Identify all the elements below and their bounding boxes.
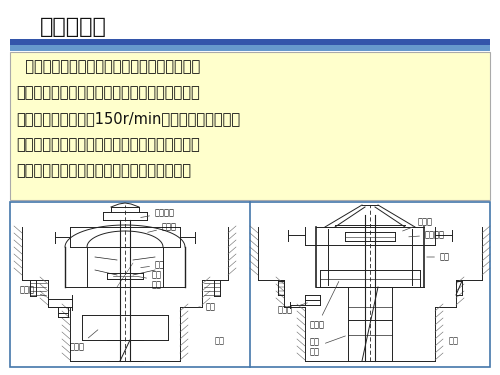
Bar [10, 45, 490, 51]
Bar [10, 39, 490, 45]
Text: 转子: 转子 [141, 261, 165, 270]
Text: 下支架: 下支架 [310, 282, 339, 330]
Text: 制动闸: 制动闸 [278, 303, 308, 315]
Text: 式，它适用于转速在150r/min以下。其优点是机组: 式，它适用于转速在150r/min以下。其优点是机组 [16, 111, 240, 126]
Bar [10, 52, 490, 200]
Text: 力轴承损耗大、安装、检修、维护都不方便。: 力轴承损耗大、安装、检修、维护都不方便。 [16, 163, 191, 178]
Text: 定子: 定子 [427, 252, 450, 261]
Text: 上机架: 上机架 [402, 217, 433, 231]
Text: 机坑: 机坑 [215, 336, 225, 345]
Text: 高度低、可降低厂房高度、节省钢材；缺点是推: 高度低、可降低厂房高度、节省钢材；缺点是推 [16, 137, 200, 152]
Text: 伞式发电机: 伞式发电机 [40, 17, 107, 37]
Text: 推力轴承: 推力轴承 [409, 231, 445, 240]
Text: 上机架: 上机架 [148, 222, 177, 232]
Text: 下机架: 下机架 [70, 330, 98, 351]
Text: 电机，无上导的称为全伞式，有上导的称为半伞: 电机，无上导的称为全伞式，有上导的称为半伞 [16, 85, 200, 100]
Bar [10, 202, 490, 367]
Text: 支撑
结构: 支撑 结构 [310, 336, 346, 357]
Text: 制动闸: 制动闸 [20, 285, 46, 296]
Text: 推力轴承位于转子的下方的发电机称为伞式发: 推力轴承位于转子的下方的发电机称为伞式发 [16, 59, 200, 74]
Text: 上导轴承: 上导轴承 [140, 209, 175, 218]
Text: 机坑: 机坑 [449, 336, 459, 345]
Text: 机坑: 机坑 [199, 303, 216, 312]
Text: 推力
轴承: 推力 轴承 [138, 270, 162, 290]
